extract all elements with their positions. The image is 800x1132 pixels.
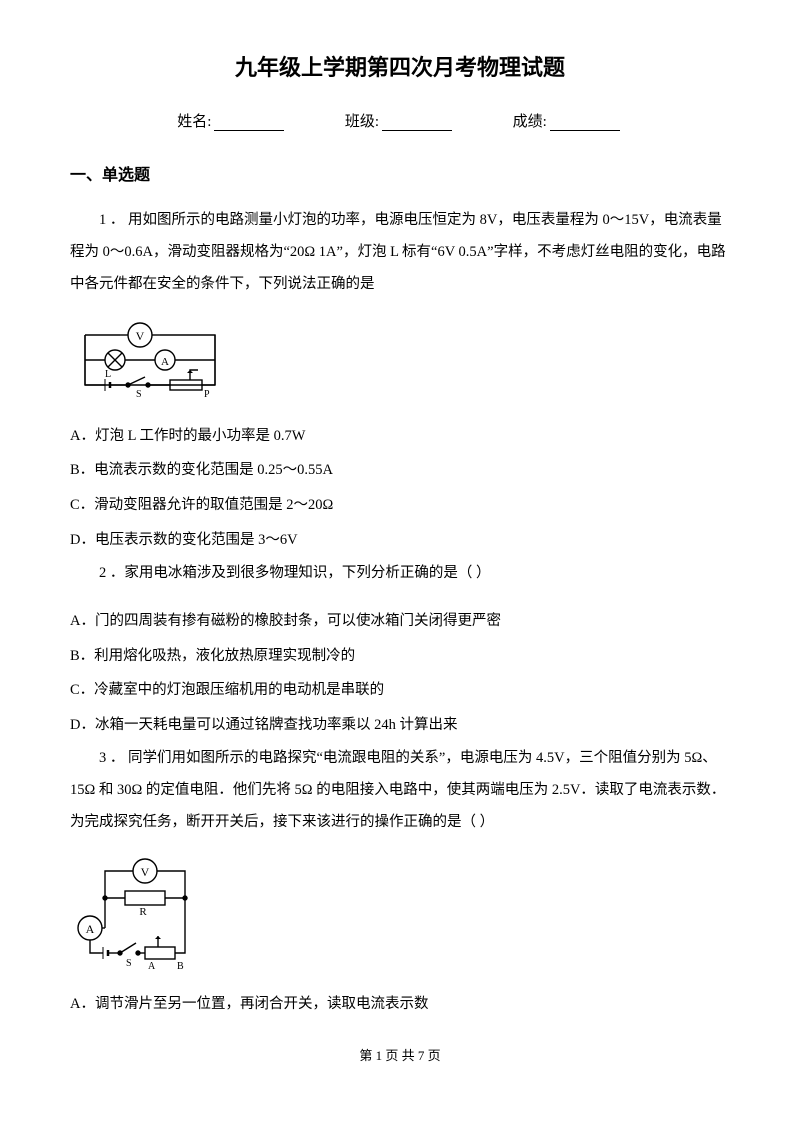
- q2-stem: 家用电冰箱涉及到很多物理知识，下列分析正确的是（ ）: [124, 565, 490, 581]
- class-label: 班级:: [345, 114, 379, 130]
- svg-text:S: S: [136, 389, 142, 400]
- q3-option-a: A．调节滑片至另一位置，再闭合开关，读取电流表示数: [70, 987, 730, 1022]
- page-title: 九年级上学期第四次月考物理试题: [70, 50, 730, 82]
- circuit-diagram-1: V L A: [70, 315, 730, 405]
- svg-text:A: A: [86, 922, 95, 936]
- svg-text:V: V: [141, 865, 150, 879]
- circuit-diagram-2: V R A: [70, 853, 730, 973]
- question-3: 3 ． 同学们用如图所示的电路探究“电流跟电阻的关系”，电源电压为 4.5V，三…: [70, 743, 730, 839]
- svg-text:A: A: [148, 961, 156, 972]
- q1-option-b: B．电流表示数的变化范围是 0.25～0.55A: [70, 453, 730, 488]
- page-footer: 第 1 页 共 7 页: [70, 1045, 730, 1064]
- name-label: 姓名:: [177, 114, 211, 130]
- footer-prefix: 第: [359, 1048, 375, 1063]
- svg-text:A: A: [161, 356, 169, 368]
- footer-middle: 页 共: [382, 1048, 418, 1063]
- svg-text:S: S: [126, 958, 132, 969]
- svg-text:P: P: [204, 389, 210, 400]
- section-heading: 一、单选题: [70, 161, 730, 185]
- svg-text:B: B: [177, 961, 184, 972]
- svg-text:V: V: [136, 329, 145, 343]
- q2-number: 2 ．: [99, 565, 124, 581]
- q1-stem: 用如图所示的电路测量小灯泡的功率，电源电压恒定为 8V，电压表量程为 0～15V…: [70, 212, 726, 292]
- q2-option-d: D．冰箱一天耗电量可以通过铭牌查找功率乘以 24h 计算出来: [70, 708, 730, 743]
- q2-option-c: C．冷藏室中的灯泡跟压缩机用的电动机是串联的: [70, 673, 730, 708]
- q2-option-a: A．门的四周装有掺有磁粉的橡胶封条，可以使冰箱门关闭得更严密: [70, 604, 730, 639]
- question-1: 1 ． 用如图所示的电路测量小灯泡的功率，电源电压恒定为 8V，电压表量程为 0…: [70, 205, 730, 301]
- class-blank: [382, 115, 452, 131]
- score-blank: [550, 115, 620, 131]
- q1-option-c: C．滑动变阻器允许的取值范围是 2～20Ω: [70, 488, 730, 523]
- q2-option-b: B．利用熔化吸热，液化放热原理实现制冷的: [70, 639, 730, 674]
- q1-option-d: D．电压表示数的变化范围是 3～6V: [70, 523, 730, 558]
- question-2: 2 ．家用电冰箱涉及到很多物理知识，下列分析正确的是（ ）: [70, 558, 730, 590]
- info-line: 姓名: 班级: 成绩:: [70, 110, 730, 131]
- q3-stem: 同学们用如图所示的电路探究“电流跟电阻的关系”，电源电压为 4.5V，三个阻值分…: [70, 750, 725, 830]
- name-blank: [214, 115, 284, 131]
- svg-text:R: R: [139, 906, 147, 918]
- footer-suffix: 页: [424, 1048, 440, 1063]
- q1-option-a: A．灯泡 L 工作时的最小功率是 0.7W: [70, 419, 730, 454]
- q3-number: 3 ．: [99, 750, 128, 766]
- q1-number: 1 ．: [99, 212, 128, 228]
- score-label: 成绩:: [513, 114, 547, 130]
- svg-text:L: L: [105, 369, 111, 380]
